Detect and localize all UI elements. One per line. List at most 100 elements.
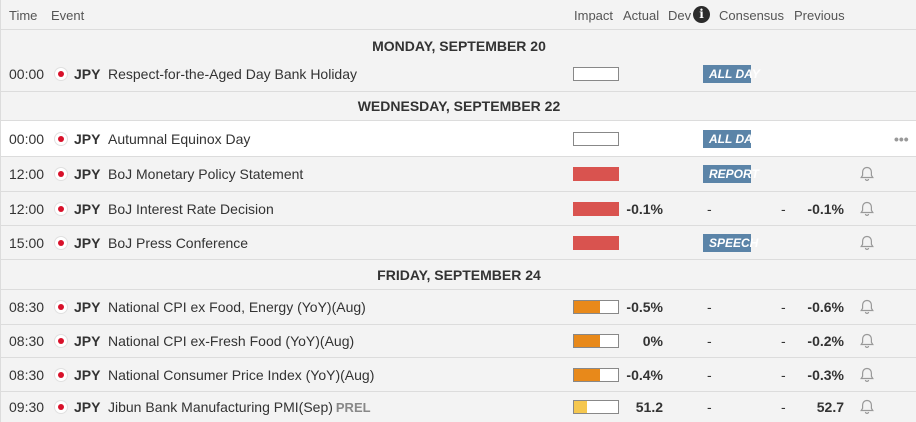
event-name[interactable]: BoJ Interest Rate Decision (108, 200, 274, 217)
preliminary-badge: PREL (335, 400, 371, 415)
event-currency: JPY (74, 366, 101, 383)
event-time: 00:00 (9, 130, 45, 147)
bell-icon[interactable] (859, 201, 875, 217)
col-consensus-header[interactable]: Consensus (719, 8, 785, 23)
event-time: 08:30 (9, 333, 45, 349)
event-name[interactable]: BoJ Monetary Policy Statement (108, 166, 304, 182)
event-row[interactable]: 12:00 JPY BoJ Interest Rate Decision -0.… (1, 192, 916, 226)
event-currency: JPY (74, 200, 101, 217)
day-header: FRIDAY, SEPTEMBER 24 (1, 260, 916, 290)
event-currency: JPY (74, 333, 101, 349)
event-time: 12:00 (9, 166, 45, 182)
event-row[interactable]: 09:30 JPY Jibun Bank Manufacturing PMI(S… (1, 392, 916, 422)
japan-flag-icon (55, 236, 67, 249)
impact-bar (573, 131, 619, 146)
actual-value: 51.2 (635, 399, 663, 415)
consensus-value: - (781, 333, 786, 349)
event-time: 08:30 (9, 366, 45, 383)
japan-flag-icon (55, 368, 67, 381)
deviation-value: - (707, 333, 712, 349)
all-day-badge: ALL DAY (703, 129, 760, 148)
japan-flag-icon (55, 335, 67, 347)
event-row[interactable]: 08:30 JPY National CPI ex Food, Energy (… (1, 290, 916, 325)
previous-value: -0.1% (807, 200, 844, 217)
consensus-value: - (781, 299, 786, 315)
col-dev-header[interactable]: Dev (668, 8, 692, 23)
japan-flag-icon (55, 202, 67, 215)
event-row[interactable]: 15:00 JPY BoJ Press Conference SPEECH (1, 226, 916, 260)
previous-value: 52.7 (816, 399, 844, 415)
bell-icon[interactable] (859, 367, 875, 383)
event-name[interactable]: National CPI ex-Fresh Food (YoY)(Aug) (108, 333, 355, 349)
japan-flag-icon (55, 301, 67, 313)
col-time-header[interactable]: Time (9, 8, 38, 23)
event-time: 15:00 (9, 234, 45, 251)
bell-icon[interactable] (859, 235, 875, 251)
table-header: Time Event Impact Actual Dev i Consensus… (1, 0, 916, 30)
consensus-value: - (781, 366, 786, 383)
previous-value: -0.6% (807, 299, 844, 315)
impact-bar (573, 67, 619, 81)
deviation-value: - (707, 366, 712, 383)
event-row[interactable]: 08:30 JPY National Consumer Price Index … (1, 358, 916, 392)
impact-bar (573, 334, 619, 348)
event-currency: JPY (74, 299, 101, 315)
event-name[interactable]: Respect-for-the-Aged Day Bank Holiday (108, 66, 358, 82)
col-impact-header[interactable]: Impact (574, 8, 614, 23)
actual-value: 0% (642, 333, 663, 349)
event-currency: JPY (74, 234, 101, 251)
event-row[interactable]: 00:00 JPY Respect-for-the-Aged Day Bank … (1, 57, 916, 92)
event-time: 12:00 (9, 200, 45, 217)
more-options-icon[interactable]: ••• (894, 130, 909, 147)
event-currency: JPY (74, 399, 101, 415)
bell-icon[interactable] (859, 299, 875, 315)
event-row[interactable]: 12:00 JPY BoJ Monetary Policy Statement … (1, 157, 916, 192)
impact-bar (573, 300, 619, 314)
event-time: 09:30 (9, 399, 45, 415)
bell-icon[interactable] (859, 166, 875, 182)
actual-value: -0.5% (626, 299, 663, 315)
previous-value: -0.3% (807, 366, 844, 383)
event-currency: JPY (74, 166, 101, 182)
event-name[interactable]: National CPI ex Food, Energy (YoY)(Aug) (108, 299, 366, 315)
impact-bar (573, 400, 619, 414)
col-actual-header[interactable]: Actual (623, 8, 660, 23)
event-name-text: Jibun Bank Manufacturing PMI(Sep) (108, 399, 333, 415)
japan-flag-icon (55, 68, 67, 80)
impact-bar (573, 167, 619, 181)
deviation-value: - (707, 399, 712, 415)
event-time: 00:00 (9, 66, 45, 82)
previous-value: -0.2% (807, 333, 844, 349)
bell-icon[interactable] (859, 333, 875, 349)
actual-value: -0.4% (626, 366, 663, 383)
consensus-value: - (781, 399, 786, 415)
col-event-header[interactable]: Event (51, 8, 85, 23)
col-previous-header[interactable]: Previous (794, 8, 845, 23)
impact-bar (573, 367, 619, 382)
event-name[interactable]: Jibun Bank Manufacturing PMI(Sep) PREL (108, 399, 371, 415)
event-name[interactable]: Autumnal Equinox Day (108, 130, 251, 147)
speech-badge[interactable]: SPEECH (703, 233, 758, 252)
report-badge[interactable]: REPORT (703, 165, 759, 183)
event-currency: JPY (74, 66, 101, 82)
event-row[interactable]: 00:00 JPY Autumnal Equinox Day ALL DAY •… (1, 121, 916, 157)
deviation-value: - (707, 299, 712, 315)
consensus-value: - (781, 200, 786, 217)
event-row[interactable]: 08:30 JPY National CPI ex-Fresh Food (Yo… (1, 325, 916, 358)
impact-bar (573, 235, 619, 250)
event-name[interactable]: National Consumer Price Index (YoY)(Aug) (108, 366, 375, 383)
info-icon[interactable]: i (693, 6, 710, 23)
event-time: 08:30 (9, 299, 45, 315)
japan-flag-icon (55, 401, 67, 413)
deviation-value: - (707, 200, 712, 217)
event-name[interactable]: BoJ Press Conference (108, 234, 249, 251)
impact-bar (573, 201, 619, 216)
all-day-badge: ALL DAY (703, 65, 760, 83)
bell-icon[interactable] (859, 399, 875, 415)
day-header: WEDNESDAY, SEPTEMBER 22 (1, 92, 916, 121)
japan-flag-icon (55, 168, 67, 180)
actual-value: -0.1% (626, 200, 663, 217)
japan-flag-icon (55, 132, 67, 145)
event-currency: JPY (74, 130, 101, 147)
